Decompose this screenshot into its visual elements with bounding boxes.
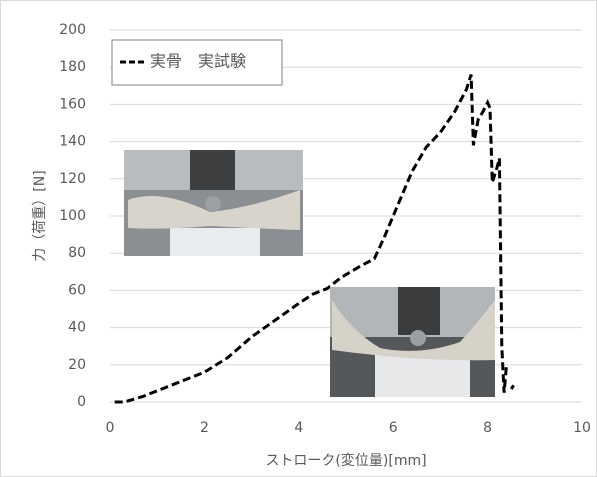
x-tick-label: 8 (483, 420, 492, 436)
y-tick-label: 60 (68, 282, 86, 298)
y-tick-label: 200 (59, 22, 86, 38)
y-axis-label: 力（荷重）[N] (32, 170, 48, 261)
y-tick-label: 20 (68, 357, 86, 373)
y-tick-label: 40 (68, 320, 86, 336)
y-tick-label: 160 (59, 96, 86, 112)
y-tick-label: 0 (77, 394, 86, 410)
x-tick-label: 10 (573, 420, 591, 436)
y-tick-label: 120 (59, 171, 86, 187)
chart: 0 20 40 60 80 100 120 140 160 180 200 0 2 4 6 8 10 力（荷重）… (0, 0, 597, 477)
y-tick-label: 100 (59, 208, 86, 224)
photo-1 (124, 150, 303, 256)
x-axis-label: ストローク(変位量)[mm] (265, 452, 426, 469)
y-tick-label: 180 (59, 59, 86, 75)
y-tick-label: 80 (68, 245, 86, 261)
y-tick-label: 140 (59, 134, 86, 150)
photo-2 (330, 287, 495, 397)
x-tick-label: 0 (106, 420, 115, 436)
x-tick-label: 4 (294, 420, 303, 436)
x-tick-label: 6 (389, 420, 398, 436)
legend: 実骨 実試験 (112, 40, 282, 85)
legend-label: 実骨 実試験 (150, 52, 246, 71)
x-tick-label: 2 (200, 420, 209, 436)
